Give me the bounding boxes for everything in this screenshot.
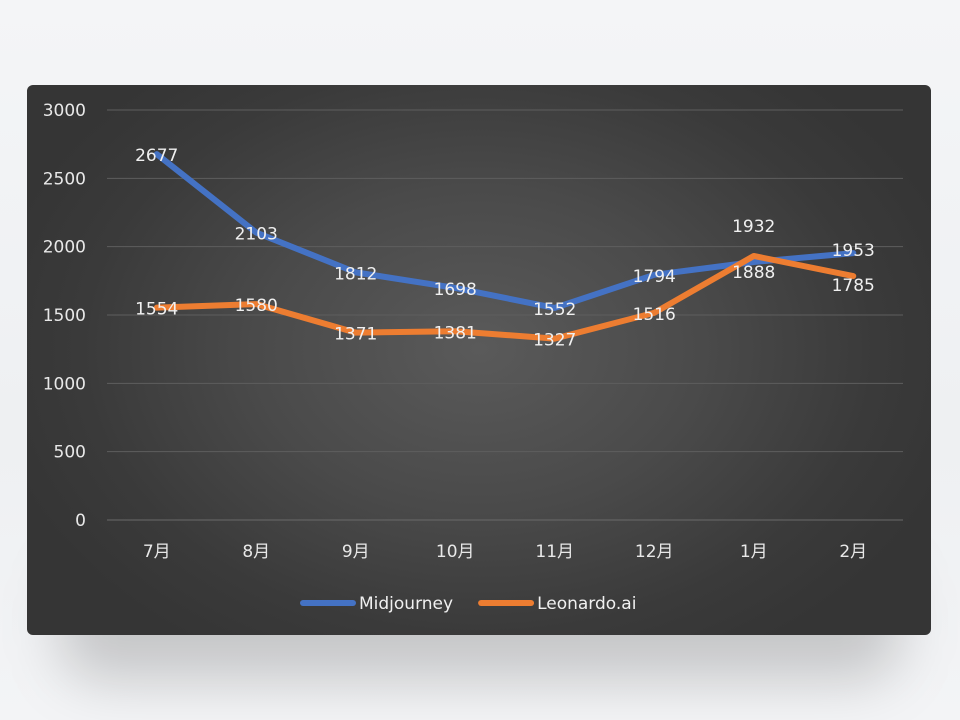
series-line-2 <box>153 252 857 342</box>
data-label-2-4: 1381 <box>434 323 477 343</box>
x-tick-label-1: 7月 <box>143 542 171 562</box>
legend-label-1: Midjourney <box>359 594 453 614</box>
y-tick-label-2500: 2500 <box>43 169 86 189</box>
x-tick-label-4: 10月 <box>436 542 475 562</box>
x-tick-label-6: 12月 <box>635 542 674 562</box>
y-tick-label-500: 500 <box>54 443 86 463</box>
data-label-2-5: 1327 <box>533 331 576 351</box>
data-label-1-1: 2677 <box>135 146 178 166</box>
data-label-1-7: 1888 <box>732 263 775 283</box>
x-tick-label-3: 9月 <box>342 542 370 562</box>
x-tick-label-8: 2月 <box>839 542 867 562</box>
x-tick-label-7: 1月 <box>740 542 768 562</box>
data-label-2-7: 1932 <box>732 217 775 237</box>
y-tick-label-2000: 2000 <box>43 238 86 258</box>
data-label-2-8: 1785 <box>832 276 875 296</box>
data-label-2-3: 1371 <box>334 325 377 345</box>
data-label-1-4: 1698 <box>434 280 477 300</box>
data-label-1-3: 1812 <box>334 264 377 284</box>
x-tick-label-5: 11月 <box>535 542 574 562</box>
data-label-1-6: 1794 <box>633 267 676 287</box>
x-tick-label-2: 8月 <box>242 542 270 562</box>
data-label-2-2: 1580 <box>235 296 278 316</box>
data-label-1-2: 2103 <box>235 225 278 245</box>
chart-card: 0 500 1000 1500 2000 2500 3000 7月 8月 9月 10月 11月 12月 1… <box>27 85 931 635</box>
y-tick-label-1500: 1500 <box>43 306 86 326</box>
y-tick-label-0: 0 <box>75 511 86 531</box>
legend-label-2: Leonardo.ai <box>537 594 636 614</box>
data-label-1-8: 1953 <box>832 241 875 261</box>
line-chart: 0 500 1000 1500 2000 2500 3000 7月 8月 9月 10月 11月 12月 1… <box>43 101 903 614</box>
data-label-2-6: 1516 <box>633 305 676 325</box>
data-label-1-5: 1552 <box>533 300 576 320</box>
y-tick-label-3000: 3000 <box>43 101 86 121</box>
data-label-2-1: 1554 <box>135 300 178 320</box>
y-tick-label-1000: 1000 <box>43 374 86 394</box>
